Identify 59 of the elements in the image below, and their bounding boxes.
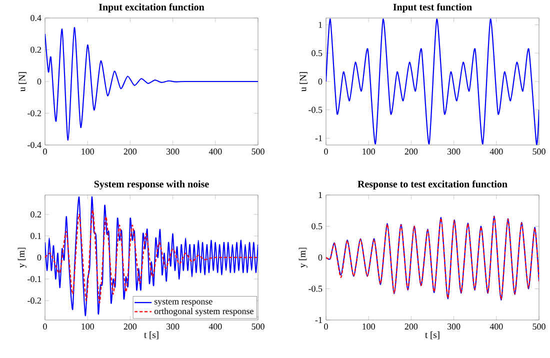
x-tick-label: 400 <box>208 148 222 155</box>
x-tick-label: 400 <box>490 324 503 330</box>
chart-title: System response with noise <box>94 180 209 190</box>
x-tick-label: 300 <box>448 148 460 155</box>
x-tick-label: 0 <box>324 148 328 155</box>
chart-title: Input excitation function <box>98 3 204 12</box>
x-axis-title: t [s] <box>144 331 158 340</box>
x-tick-label: 200 <box>404 148 418 155</box>
y-tick-label: 1 <box>318 22 322 28</box>
x-tick-label: 300 <box>166 148 180 155</box>
x-tick-label: 400 <box>490 148 503 155</box>
y-tick-label: 1 <box>318 192 322 198</box>
y-tick-label: -0.2 <box>28 110 41 116</box>
x-tick-label: 100 <box>82 148 94 155</box>
legend-label: orthogonal system response <box>154 308 254 316</box>
y-axis-title: y [m] <box>18 248 26 268</box>
y-tick-label: 0.4 <box>30 14 42 22</box>
y-tick-label: -0.4 <box>28 142 42 148</box>
line-series <box>45 196 258 316</box>
y-axis-title: u [N] <box>18 72 26 92</box>
y-tick-label: -0.1 <box>28 276 41 282</box>
x-tick-label: 300 <box>448 324 460 330</box>
y-tick-label: -1 <box>315 135 322 142</box>
legend-label: system response <box>154 299 212 306</box>
x-tick-label: 200 <box>124 148 137 155</box>
y-axis-title: u [N] <box>300 72 308 92</box>
y-tick-label: 0 <box>318 78 322 85</box>
y-tick-label: 0 <box>318 254 322 261</box>
x-tick-label: 500 <box>252 148 264 155</box>
y-tick-label: 0 <box>37 254 42 261</box>
x-tick-label: 0 <box>43 148 47 155</box>
y-tick-label: -0.5 <box>308 106 322 113</box>
y-tick-label: 0.5 <box>312 223 322 230</box>
x-tick-label: 300 <box>166 324 180 330</box>
y-tick-label: 0 <box>37 78 42 85</box>
y-tick-label: 0.1 <box>30 232 41 239</box>
x-tick-label: 100 <box>82 324 94 330</box>
x-tick-label: 0 <box>324 324 328 330</box>
line-series <box>326 18 540 144</box>
x-tick-label: 500 <box>252 324 264 330</box>
x-tick-label: 500 <box>532 148 546 155</box>
y-tick-label: 0.2 <box>30 211 41 218</box>
y-tick-label: 0.5 <box>312 50 322 56</box>
x-axis-title: t [s] <box>425 331 440 340</box>
y-tick-label: -1 <box>315 317 322 323</box>
y-axis-title: y [m] <box>298 248 308 268</box>
chart-title: Input test function <box>393 3 472 12</box>
y-tick-label: -0.5 <box>308 286 322 292</box>
y-tick-label: -0.2 <box>28 298 41 304</box>
x-tick-label: 400 <box>208 324 222 330</box>
x-tick-label: 200 <box>124 324 137 330</box>
x-tick-label: 100 <box>362 324 375 330</box>
y-tick-label: 0.2 <box>30 46 41 53</box>
line-series <box>45 26 258 141</box>
x-tick-label: 0 <box>43 324 47 330</box>
chart-title: Response to test excitation function <box>358 180 508 190</box>
x-tick-label: 100 <box>362 148 375 155</box>
x-tick-label: 500 <box>532 324 546 330</box>
x-tick-label: 200 <box>404 324 418 330</box>
